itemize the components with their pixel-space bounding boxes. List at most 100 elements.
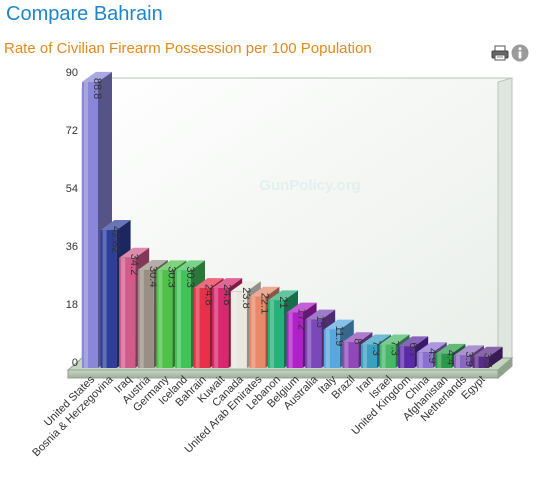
bar-front	[305, 319, 322, 368]
plot-floor-side	[497, 356, 513, 380]
data-label: 8	[351, 338, 363, 344]
data-label: 3.5	[482, 353, 494, 368]
chart-toolbar	[491, 44, 531, 62]
bar[interactable]: 3.5	[472, 346, 503, 368]
bar-top	[305, 309, 336, 320]
data-label: 17.2	[296, 309, 308, 330]
bar-front	[175, 270, 191, 368]
bar-highlight	[400, 346, 405, 368]
data-label: 30.3	[165, 266, 177, 287]
bar-top	[398, 336, 429, 347]
bar-front	[156, 270, 173, 368]
data-label: 7.3	[389, 340, 401, 355]
data-label: 11.9	[333, 326, 345, 347]
bar-front	[268, 300, 284, 368]
bar-top	[379, 334, 410, 345]
data-label: 30.4	[147, 266, 159, 287]
bar-highlight	[177, 270, 181, 368]
bar-chart: GunPolicy.org GunPolicy.org 01836547290 …	[30, 67, 514, 459]
bar-top	[212, 278, 243, 289]
bar-side	[488, 346, 503, 368]
y-tick-label: 72	[66, 125, 78, 137]
bar-highlight	[363, 344, 367, 368]
plot-side-wall	[497, 77, 513, 369]
bar-front	[249, 296, 266, 368]
bar-front	[82, 81, 98, 368]
bar-top	[454, 345, 484, 356]
data-label: 4.9	[426, 348, 438, 363]
chart-title: Rate of Civilian Firearm Possession per …	[4, 40, 372, 57]
bar-highlight	[437, 353, 442, 368]
y-tick-label: 18	[66, 299, 78, 311]
plot-floor-front	[67, 369, 499, 379]
bar-front	[342, 342, 359, 368]
bar-highlight	[139, 270, 144, 368]
bar-front	[323, 329, 340, 368]
bar-highlight	[418, 352, 423, 368]
bar-highlight	[158, 270, 163, 368]
bar-top	[230, 281, 261, 292]
bar-highlight	[102, 230, 107, 368]
info-icon[interactable]	[511, 44, 529, 62]
y-tick-label: 90	[66, 67, 78, 79]
data-label: 22.1	[258, 293, 270, 314]
bar-top	[119, 247, 150, 258]
data-label: 34.2	[128, 254, 140, 275]
bar-front	[361, 344, 377, 368]
data-label: 15	[314, 316, 326, 328]
bar-highlight	[344, 342, 349, 368]
bar-front	[379, 344, 396, 368]
bar-top	[82, 71, 112, 82]
bar-front	[286, 312, 303, 368]
bar-top	[416, 342, 447, 353]
bar-top	[361, 334, 391, 345]
bar-top	[156, 260, 187, 271]
bar-front	[230, 291, 247, 368]
print-icon[interactable]	[491, 45, 509, 61]
bar-top	[137, 260, 168, 271]
bar-front	[137, 270, 154, 368]
bar-highlight	[84, 81, 88, 368]
bar-highlight	[121, 257, 126, 368]
bar-top	[193, 278, 224, 289]
bar-highlight	[214, 288, 219, 368]
bar-top	[342, 332, 373, 343]
bar-front	[472, 356, 489, 368]
bar-top	[100, 220, 131, 231]
y-axis: 0 18 36 54 72 90	[66, 67, 78, 369]
bar-top	[175, 260, 205, 271]
bar-top	[286, 302, 317, 313]
data-label: 3.9	[463, 351, 475, 366]
data-label: 7.3	[370, 340, 382, 355]
bar-front	[212, 288, 229, 368]
y-tick-label: 0	[72, 357, 78, 369]
bar-highlight	[251, 296, 256, 368]
bar-highlight	[195, 288, 200, 368]
bar-top	[249, 286, 280, 297]
data-label: 30.3	[184, 266, 196, 287]
data-label: 21	[277, 296, 289, 308]
x-tick-label: Bosnia & Herzegovina	[30, 373, 116, 459]
bar-front	[193, 288, 210, 368]
data-label: 88.8	[91, 78, 103, 99]
bar-highlight	[232, 291, 237, 368]
bar-front	[119, 257, 136, 368]
bar-front	[435, 353, 452, 368]
page-title: Compare Bahrain	[6, 3, 163, 25]
bar-highlight	[288, 312, 293, 368]
data-label: 42.82	[110, 226, 122, 254]
bar-front	[398, 346, 415, 368]
data-label: 4.4	[444, 350, 456, 365]
bar-top	[472, 346, 503, 357]
bar-highlight	[325, 329, 330, 368]
bar-highlight	[270, 300, 274, 368]
bar-highlight	[456, 355, 460, 368]
y-tick-label: 36	[66, 241, 78, 253]
bar-front	[454, 355, 470, 368]
bar-highlight	[307, 319, 312, 368]
watermark: GunPolicy.org	[259, 177, 360, 194]
bar-front	[416, 352, 433, 368]
data-label: 24.8	[221, 284, 233, 305]
y-tick-label: 54	[66, 183, 78, 195]
